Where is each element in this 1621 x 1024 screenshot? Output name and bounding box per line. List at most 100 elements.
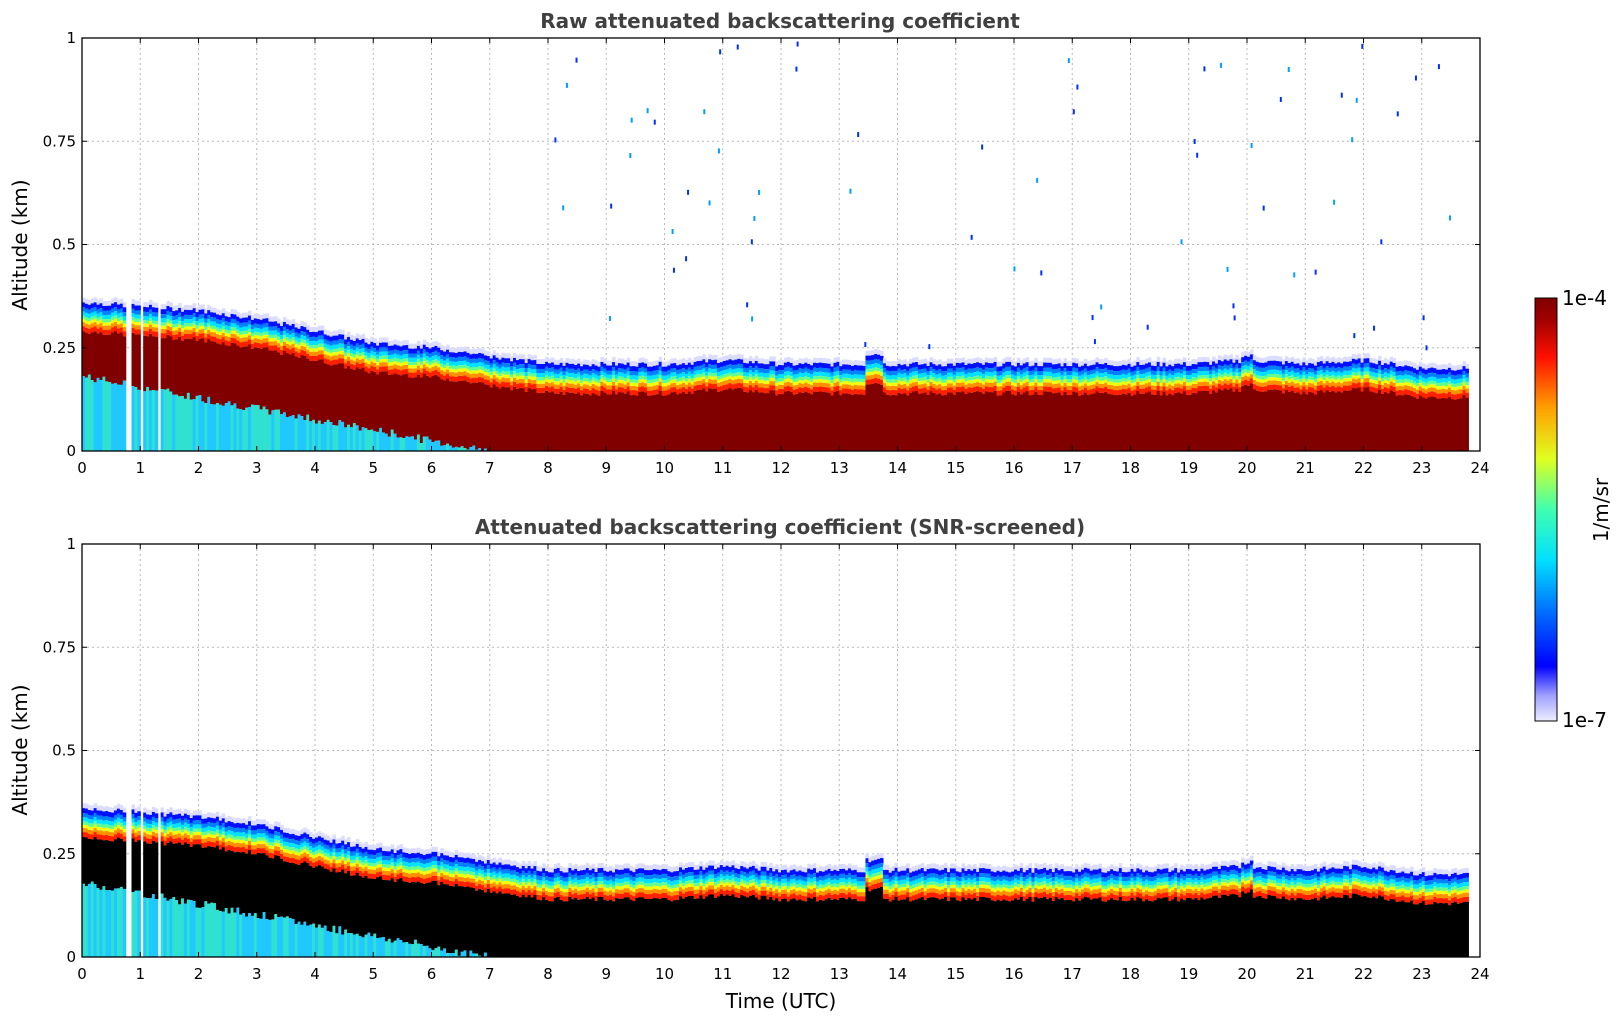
heatmap-lower-region — [155, 391, 159, 451]
noise-pixel — [1423, 315, 1425, 320]
noise-pixel — [1333, 200, 1335, 205]
noise-pixel — [1013, 266, 1015, 271]
x-tick-label: 0 — [77, 459, 87, 477]
noise-pixel — [1196, 153, 1198, 158]
noise-pixel — [1449, 215, 1451, 220]
noise-pixel — [719, 49, 721, 54]
heatmap-band — [155, 317, 159, 321]
heatmap-band — [123, 331, 127, 336]
noise-pixel — [1361, 44, 1363, 49]
heatmap-core — [155, 337, 159, 391]
heatmap-band — [1250, 349, 1254, 354]
heatmap-band — [836, 357, 840, 362]
noise-pixel — [849, 189, 851, 194]
heatmap-band — [123, 324, 127, 327]
noise-pixel — [1147, 325, 1149, 330]
noise-pixel — [576, 58, 578, 63]
noise-pixel — [751, 239, 753, 244]
noise-pixel — [1234, 315, 1236, 320]
heatmap-band — [123, 316, 127, 320]
heatmap-band — [1465, 389, 1469, 393]
heatmap-band — [1378, 356, 1382, 361]
noise-pixel — [857, 132, 859, 137]
noise-pixel — [981, 145, 983, 150]
heatmap-band — [772, 356, 776, 361]
noise-pixel — [1263, 206, 1265, 211]
heatmap-band — [1157, 357, 1161, 362]
noise-pixel — [562, 205, 564, 210]
noise-pixel — [753, 216, 755, 221]
noise-pixel — [629, 153, 631, 158]
heatmap-band — [137, 310, 141, 314]
heatmap-band — [137, 305, 141, 310]
heatmap-column — [137, 301, 141, 451]
x-tick-label: 8 — [543, 459, 553, 477]
heatmap-column — [1465, 364, 1469, 451]
x-tick-label: 10 — [655, 459, 674, 477]
noise-pixel — [1220, 63, 1222, 68]
heatmap-band — [137, 329, 141, 334]
noise-pixel — [758, 190, 760, 195]
heatmap-band — [155, 332, 159, 337]
x-tick-label: 13 — [830, 459, 849, 477]
noise-pixel — [1380, 239, 1382, 244]
noise-pixel — [864, 342, 866, 347]
heatmap-band — [137, 301, 141, 306]
heatmap-band — [123, 312, 127, 316]
heatmap-band — [880, 351, 884, 356]
heatmap-band — [659, 357, 663, 362]
heatmap-band — [155, 328, 159, 332]
noise-pixel — [1373, 326, 1375, 331]
noise-pixel — [610, 204, 612, 209]
noise-pixel — [718, 148, 720, 153]
heatmap-band — [155, 321, 159, 324]
heatmap-area — [82, 42, 1469, 451]
heatmap-band — [994, 357, 998, 362]
noise-pixel — [1353, 333, 1355, 338]
noise-pixel — [1251, 143, 1253, 148]
noise-pixel — [1194, 139, 1196, 144]
x-tick-label: 12 — [771, 459, 790, 477]
noise-pixel — [797, 42, 799, 47]
heatmap-band — [1465, 393, 1469, 398]
noise-pixel — [685, 256, 687, 261]
noise-pixel — [928, 344, 930, 349]
noise-pixel — [673, 268, 675, 273]
heatmap-core — [137, 334, 141, 389]
noise-pixel — [709, 200, 711, 205]
noise-pixel — [1094, 339, 1096, 344]
heatmap-band — [1465, 385, 1469, 388]
heatmap-band — [1465, 378, 1469, 382]
noise-pixel — [1092, 315, 1094, 320]
noise-pixel — [1293, 272, 1295, 277]
noise-pixel — [737, 45, 739, 50]
noise-pixel — [566, 83, 568, 88]
x-tick-label: 2 — [194, 459, 204, 477]
x-tick-label: 6 — [427, 459, 437, 477]
heatmap-band — [155, 308, 159, 313]
noise-pixel — [1036, 178, 1038, 183]
noise-pixel — [554, 138, 556, 143]
noise-pixel — [1415, 76, 1417, 81]
heatmap-band — [1465, 382, 1469, 385]
noise-pixel — [746, 302, 748, 307]
noise-pixel — [1288, 67, 1290, 72]
heatmap-band — [155, 324, 159, 327]
noise-pixel — [654, 120, 656, 125]
heatmap-band — [1465, 364, 1469, 369]
x-tick-label: 9 — [601, 459, 611, 477]
heatmap-band — [248, 311, 252, 316]
heatmap-band — [1366, 353, 1370, 358]
heatmap-band — [341, 330, 345, 335]
heatmap-band — [123, 302, 127, 307]
noise-pixel — [1397, 111, 1399, 116]
heatmap-band — [137, 325, 141, 329]
heatmap-band — [137, 322, 141, 325]
noise-pixel — [795, 67, 797, 72]
x-tick-label: 3 — [252, 459, 262, 477]
noise-pixel — [1351, 137, 1353, 142]
noise-pixel — [1203, 66, 1205, 71]
noise-pixel — [631, 118, 633, 123]
